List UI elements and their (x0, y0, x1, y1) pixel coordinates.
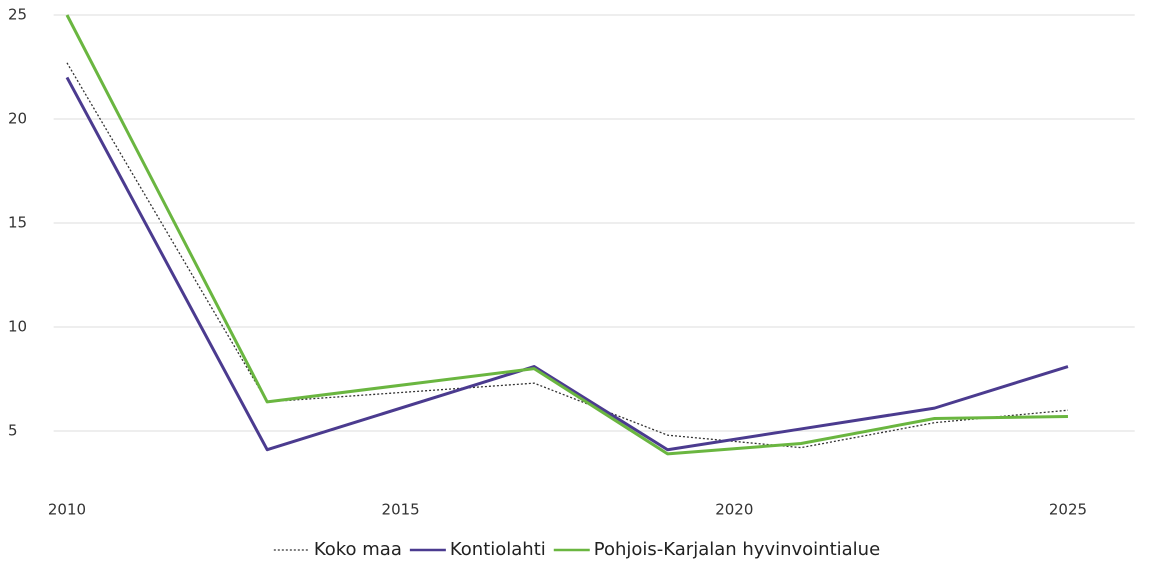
x-tick-label: 2015 (382, 501, 420, 519)
legend-item: Kontiolahti (409, 539, 546, 560)
x-tick-label: 2010 (48, 501, 86, 519)
y-tick-label: 20 (8, 110, 27, 128)
legend-item: Koko maa (273, 539, 402, 560)
legend: Koko maa Kontiolahti Pohjois-Karjalan hyvi… (273, 539, 880, 560)
series-line (65, 76, 1069, 452)
x-tick-label: 2025 (1049, 501, 1087, 519)
y-tick-label: 15 (8, 214, 27, 232)
x-tick-label: 2020 (715, 501, 753, 519)
y-tick-label: 5 (8, 422, 18, 440)
legend-label: Pohjois-Karjalan hyvinvointialue (594, 539, 880, 560)
legend-label: Kontiolahti (450, 539, 546, 560)
y-tick-label: 10 (8, 318, 27, 336)
series-line (65, 14, 1068, 456)
legend-label: Koko maa (314, 539, 402, 560)
legend-item: Pohjois-Karjalan hyvinvointialue (553, 539, 880, 560)
y-tick-label: 25 (8, 6, 27, 24)
